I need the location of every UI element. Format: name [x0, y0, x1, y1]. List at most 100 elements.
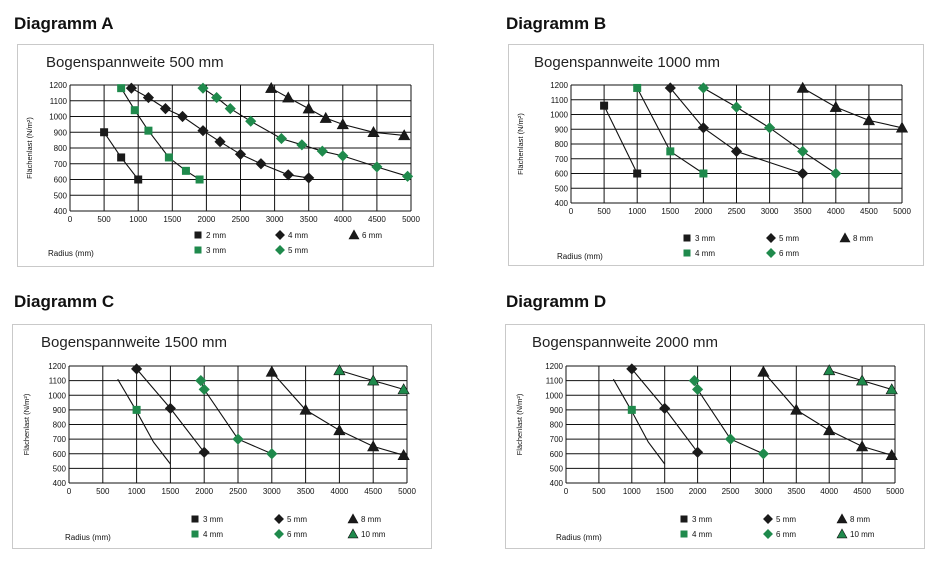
- chart-a-point-5-mm-2: [224, 103, 236, 115]
- chart-d-xtick-2000: 2000: [689, 487, 707, 496]
- chart-a-point-3-mm-1: [130, 106, 139, 115]
- chart-a-xtick-1500: 1500: [163, 215, 181, 224]
- chart-a-line-5-mm: [202, 87, 408, 177]
- chart-a-xtick-0: 0: [68, 215, 73, 224]
- chart-c-xtick-1000: 1000: [128, 487, 146, 496]
- chart-c-xtick-500: 500: [96, 487, 110, 496]
- chart-d-xtick-1500: 1500: [656, 487, 674, 496]
- chart-c-point-6-mm-3: [266, 448, 278, 460]
- chart-b-xtick-2000: 2000: [695, 207, 713, 216]
- chart-a-point-4-mm-9: [303, 172, 315, 184]
- chart-a-legend-marker-3-mm: [194, 246, 202, 254]
- chart-b-xtick-5000: 5000: [893, 207, 911, 216]
- chart-c-legend-marker-3-mm: [191, 515, 199, 523]
- chart-a-point-5-mm-8: [371, 161, 383, 173]
- chart-c-legend-label-4-mm: 4 mm: [203, 530, 223, 539]
- chart-a-series-2-mm: [100, 128, 143, 184]
- chart-a-xtick-3500: 3500: [300, 215, 318, 224]
- chart-b-point-4-mm-1: [666, 147, 675, 156]
- chart-b-legend-label-4-mm: 4 mm: [695, 249, 715, 258]
- chart-c-ytick-1200: 1200: [48, 362, 66, 371]
- chart-c-ytick-400: 400: [53, 479, 67, 488]
- chart-d-series-6-mm: [688, 375, 769, 460]
- chart-a-point-3-mm-2: [144, 126, 153, 135]
- chart-c-ylabel: Flächenlast (N/m²): [22, 393, 31, 455]
- chart-a-series-6-mm: [265, 81, 411, 141]
- chart-a-series-5-mm: [197, 82, 414, 182]
- chart-c-ytick-1000: 1000: [48, 391, 66, 400]
- chart-d-xtick-1000: 1000: [623, 487, 641, 496]
- chart-d-point-8-mm-2: [823, 424, 836, 436]
- chart-a-legend-label-3-mm: 3 mm: [206, 246, 226, 255]
- chart-d-xtick-4000: 4000: [820, 487, 838, 496]
- chart-d-ytick-600: 600: [550, 450, 564, 459]
- chart-b-point-4-mm-2: [699, 169, 708, 178]
- chart-a-point-6-mm-5: [367, 126, 380, 138]
- chart-b-ytick-1200: 1200: [550, 81, 568, 90]
- chart-d-legend-marker-8-mm: [836, 513, 848, 524]
- chart-a-point-2-mm-1: [117, 153, 126, 162]
- chart-d-point-5-mm-2: [692, 446, 704, 458]
- chart-b-xtick-1000: 1000: [628, 207, 646, 216]
- chart-a-xlabel: Radius (mm): [48, 249, 94, 258]
- chart-a-point-2-mm-0: [100, 128, 109, 137]
- panel-title-b: Diagramm B: [506, 14, 607, 33]
- chart-d-line-6-mm: [693, 380, 764, 455]
- chart-b-xtick-4000: 4000: [827, 207, 845, 216]
- chart-c-legend-marker-4-mm: [191, 530, 199, 538]
- chart-c-xtick-0: 0: [67, 487, 72, 496]
- chart-c-legend-marker-6-mm: [274, 529, 284, 539]
- panel-title-a: Diagramm A: [14, 14, 114, 33]
- chart-d-ytick-400: 400: [550, 479, 564, 488]
- chart-b-xtick-500: 500: [597, 207, 611, 216]
- chart-panel-c: Bogenspannweite 1500 mm 0 500 1000 1500 2000 2…: [12, 324, 432, 549]
- chart-a-point-4-mm-3: [176, 110, 189, 123]
- chart-a-point-4-mm-8: [282, 169, 294, 181]
- chart-d-legend-marker-10-mm: [836, 528, 848, 539]
- chart-c-line-6-mm: [200, 380, 273, 455]
- chart-d-point-4-mm-0: [627, 405, 636, 414]
- chart-d-legend-label-4-mm: 4 mm: [692, 530, 712, 539]
- chart-b-svg: Bogenspannweite 1000 mm 0 500 1000 1500 2000 2…: [516, 54, 911, 261]
- chart-d-point-10-mm-2: [885, 383, 898, 395]
- chart-c-series-6-mm: [195, 375, 278, 460]
- chart-b-legend-marker-3-mm: [683, 234, 691, 242]
- chart-a-point-5-mm-9: [402, 170, 414, 182]
- chart-b-xtick-3000: 3000: [761, 207, 779, 216]
- chart-d-legend-label-6-mm: 6 mm: [776, 530, 796, 539]
- chart-d-point-10-mm-0: [823, 364, 836, 376]
- chart-b-point-4-mm-0: [633, 83, 642, 92]
- chart-a-point-5-mm-5: [296, 139, 308, 151]
- chart-c-xtick-2000: 2000: [195, 487, 213, 496]
- chart-c-point-8-mm-4: [397, 449, 410, 460]
- chart-d-legend-label-10-mm: 10 mm: [850, 530, 875, 539]
- chart-a-point-4-mm-4: [197, 125, 209, 137]
- chart-b-point-8-mm-1: [829, 100, 842, 112]
- chart-b-xtick-4500: 4500: [860, 207, 878, 216]
- chart-d-series-8-mm: [757, 365, 898, 460]
- chart-b-ytick-600: 600: [555, 170, 569, 179]
- chart-a-legend-marker-5-mm: [275, 245, 285, 255]
- chart-b-legend-marker-6-mm: [766, 248, 776, 258]
- chart-a-point-5-mm-6: [316, 145, 328, 157]
- chart-a-series-3-mm: [117, 84, 204, 184]
- chart-d-xtick-3000: 3000: [755, 487, 773, 496]
- chart-a-point-5-mm-7: [337, 150, 349, 162]
- chart-c-ytick-500: 500: [53, 464, 67, 473]
- chart-b-point-6-mm-2: [764, 122, 776, 134]
- chart-b-xtick-0: 0: [569, 207, 574, 216]
- chart-b-grid: [570, 84, 903, 204]
- chart-b-legend-marker-4-mm: [683, 249, 691, 257]
- chart-a-ytick-500: 500: [54, 191, 68, 200]
- chart-a-xtick-5000: 5000: [402, 215, 420, 224]
- chart-c-series-5-mm: [131, 363, 210, 458]
- chart-a-point-6-mm-0: [265, 81, 278, 93]
- chart-a-series-4-mm: [125, 82, 315, 184]
- chart-d-legend: 3 mm 5 mm 8 mm 4 mm 6 mm 10 mm: [680, 513, 875, 539]
- chart-a-ytick-600: 600: [54, 176, 68, 185]
- panel-title-c: Diagramm C: [14, 292, 115, 311]
- chart-b-line-3-mm: [603, 105, 638, 174]
- chart-d-xtick-5000: 5000: [886, 487, 904, 496]
- chart-d-legend-label-5-mm: 5 mm: [776, 515, 796, 524]
- chart-a-ytick-900: 900: [54, 128, 68, 137]
